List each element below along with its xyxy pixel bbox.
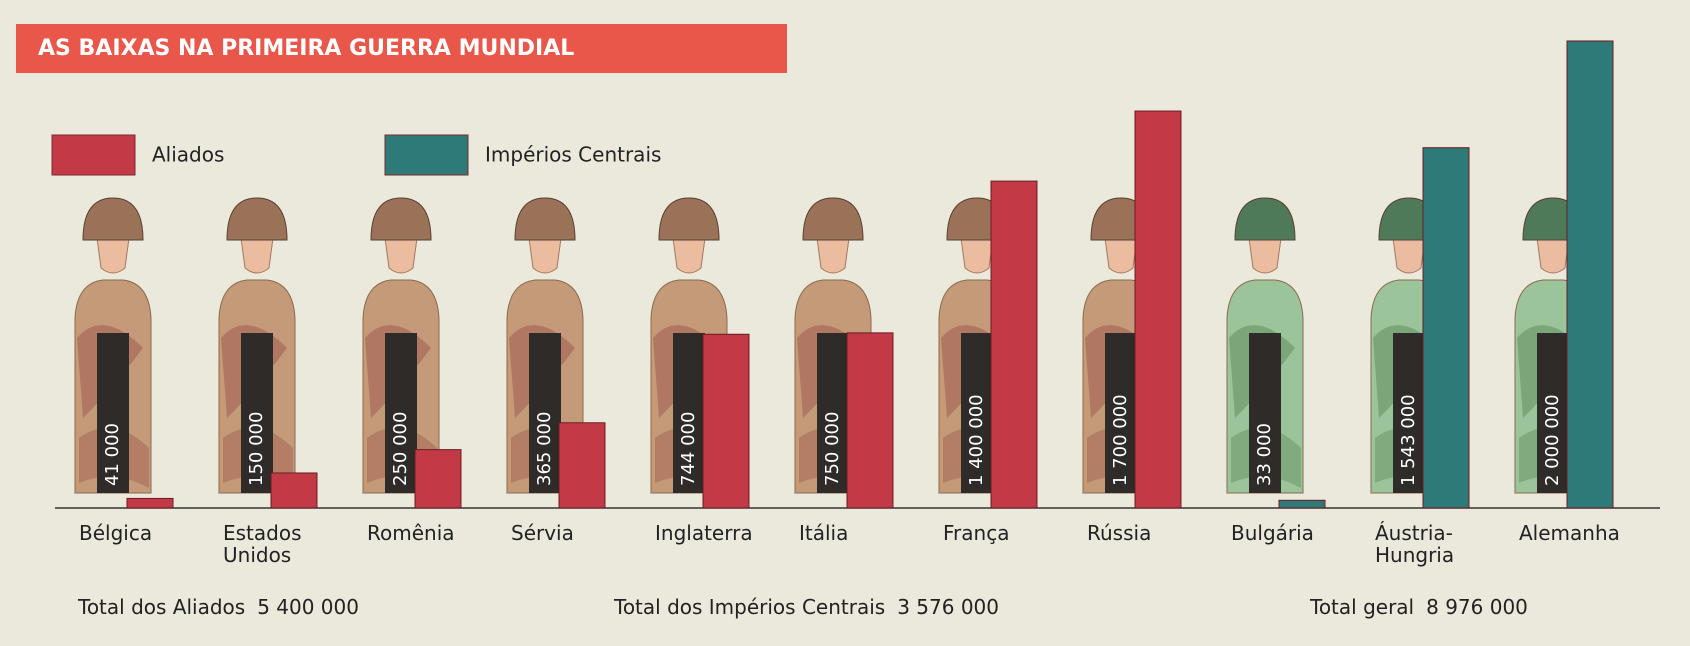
bar (846, 332, 894, 509)
rifle (961, 333, 993, 493)
chart-title: AS BAIXAS NA PRIMEIRA GUERRA MUNDIAL (38, 36, 574, 61)
legend-label: Aliados (152, 143, 224, 167)
total-value: 8 976 000 (1426, 595, 1528, 619)
soldier (1226, 197, 1304, 494)
total-label: Total dos Aliados (77, 595, 245, 619)
soldier-face (960, 237, 994, 274)
total-value: 5 400 000 (257, 595, 359, 619)
total: Total geral 8 976 000 (1309, 595, 1528, 619)
x-tick-label: Itália (799, 521, 849, 545)
x-tick-label: Bulgária (1231, 521, 1314, 545)
soldier-helmet (658, 197, 720, 241)
soldier-face (240, 237, 274, 274)
rifle (1105, 333, 1137, 493)
rifle (817, 333, 849, 493)
soldier-face (528, 237, 562, 274)
bar (1278, 499, 1326, 509)
soldier (74, 197, 152, 494)
soldier-helmet (82, 197, 144, 241)
soldier-face (1104, 237, 1138, 274)
value-label: 33 000 (1254, 423, 1275, 486)
x-tick-label: Estados Unidos (223, 521, 302, 567)
soldier-helmet (370, 197, 432, 241)
bar (558, 422, 606, 509)
value-label: 750 000 (822, 412, 843, 486)
soldier-face (96, 237, 130, 274)
soldier-helmet (1234, 197, 1296, 241)
value-label: 744 000 (678, 412, 699, 486)
soldier-face (1392, 237, 1426, 274)
x-tick-label: Alemanha (1519, 521, 1620, 545)
soldier-face (1536, 237, 1570, 274)
total-value: 3 576 000 (897, 595, 999, 619)
value-label: 150 000 (246, 412, 267, 486)
value-label: 41 000 (102, 423, 123, 486)
legend-swatch (51, 134, 136, 176)
bar (126, 497, 174, 509)
bar (414, 449, 462, 509)
total-label: Total dos Impérios Centrais (613, 595, 885, 619)
bar (1422, 147, 1470, 509)
title-band (16, 24, 787, 73)
x-tick-label: França (943, 521, 1010, 545)
value-label: 2 000 000 (1542, 394, 1563, 486)
total: Total dos Impérios Centrais 3 576 000 (613, 595, 999, 619)
soldier-face (1248, 237, 1282, 274)
rifle (529, 333, 561, 493)
bar (270, 472, 318, 509)
soldier-helmet (802, 197, 864, 241)
x-tick-label: Romênia (367, 521, 455, 545)
value-label: 1 400 000 (966, 394, 987, 486)
x-tick-label: Bélgica (79, 521, 153, 545)
value-label: 1 543 000 (1398, 394, 1419, 486)
rifle (673, 333, 705, 493)
x-tick-label: Rússia (1087, 521, 1152, 545)
x-tick-label: Áustria-Hungria (1375, 521, 1455, 567)
legend-swatch (384, 134, 469, 176)
rifle (1393, 333, 1425, 493)
bar (1566, 40, 1614, 509)
rifle (1249, 333, 1281, 493)
rifle (97, 333, 129, 493)
soldier-face (816, 237, 850, 274)
value-label: 1 700 000 (1110, 394, 1131, 486)
soldier (362, 197, 440, 494)
total: Total dos Aliados 5 400 000 (77, 595, 359, 619)
legend-label: Impérios Centrais (485, 143, 661, 167)
soldier-face (384, 237, 418, 274)
bar (1134, 110, 1182, 509)
x-tick-label: Sérvia (511, 521, 574, 545)
x-tick-label: Inglaterra (655, 521, 753, 545)
value-label: 250 000 (390, 412, 411, 486)
bar (990, 180, 1038, 509)
soldier-helmet (514, 197, 576, 241)
soldier-helmet (226, 197, 288, 241)
rifle (1537, 333, 1569, 493)
value-label: 365 000 (534, 412, 555, 486)
soldier-face (672, 237, 706, 274)
rifle (241, 333, 273, 493)
bar (702, 333, 750, 509)
total-label: Total geral (1309, 595, 1414, 619)
rifle (385, 333, 417, 493)
